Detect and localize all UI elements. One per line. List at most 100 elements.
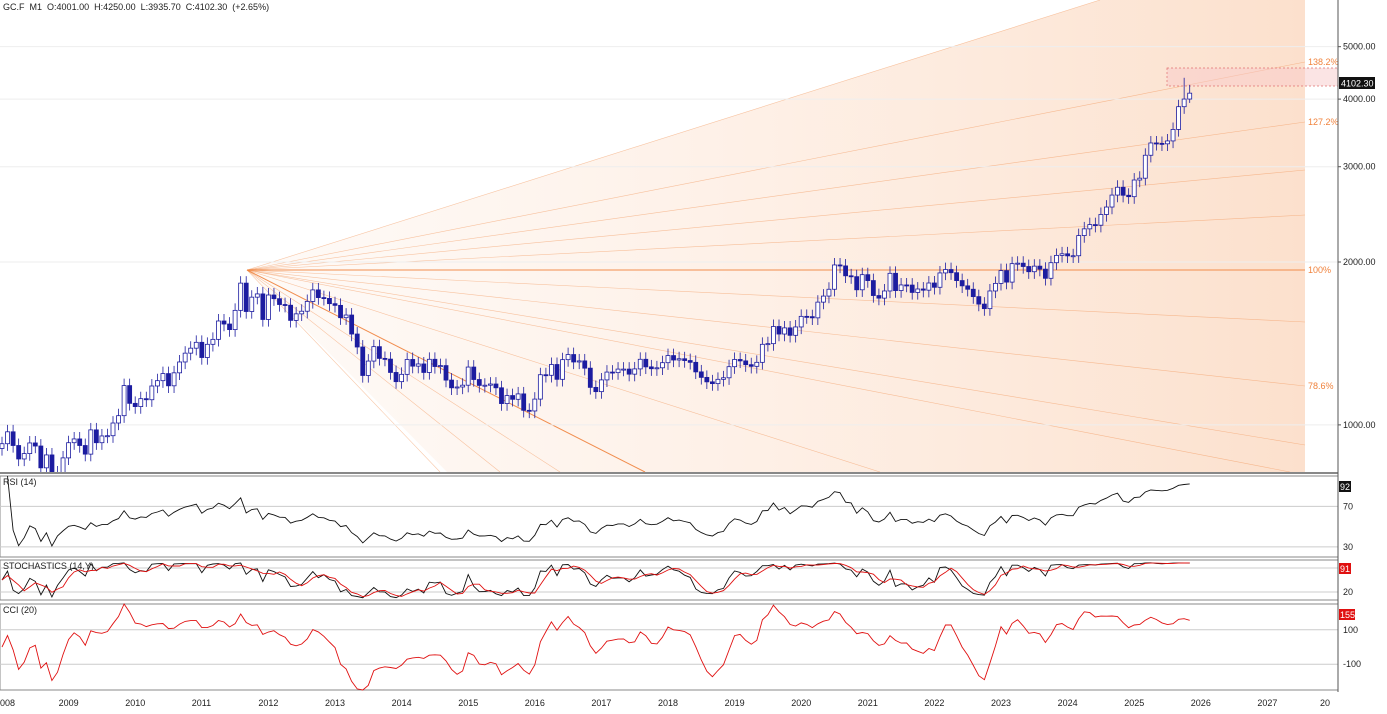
candle [299,310,305,315]
candle [1154,142,1159,145]
fib-label: 100% [1308,265,1331,275]
candle [904,284,910,287]
fan-line [246,269,1306,446]
candle [532,398,538,412]
x-tick-label: 20 [1320,698,1330,708]
candle [332,303,338,306]
candle [482,384,488,387]
candle [449,379,454,389]
candle [321,297,327,299]
candle [637,358,643,370]
candle [759,343,765,363]
candle [693,361,699,373]
candle [1054,254,1059,264]
candle [843,265,848,277]
candle [787,327,793,336]
candle [610,371,615,374]
candle [49,454,55,472]
candle [60,457,66,472]
candle [549,364,554,376]
candle [71,438,77,444]
candle [1170,129,1176,142]
candle [410,359,416,367]
candle [1031,265,1037,273]
symbol: GC.F [3,2,25,12]
candle [499,387,504,404]
level-label: 30 [1343,542,1353,552]
candle [976,296,982,305]
candle [626,368,632,375]
candle [343,314,349,319]
candle [970,288,976,298]
interval[interactable]: M1 [29,2,43,12]
fan-line [246,121,1306,271]
candle [1092,224,1098,227]
candle [821,295,826,303]
y-tick-label: 5000.00 [1343,42,1376,52]
fan-line [246,269,561,472]
candle [243,282,249,312]
candle [893,272,898,291]
candle [621,368,626,371]
indicator-value-badge [1339,609,1355,620]
candle [44,454,49,469]
candle [105,435,110,438]
candle [1048,262,1054,279]
candle [99,435,105,444]
close-value: C:4102.30 [185,2,228,12]
candle [388,358,393,373]
candle [1026,266,1032,273]
candle [815,301,821,319]
high-value: H:4250.00 [94,2,136,12]
symbol-header: GC.F M1 O:4001.00 H:4250.00 L:3935.70 C:… [3,2,269,12]
fan-line [246,269,501,472]
candle [1076,235,1082,257]
candle [0,443,5,449]
candle [1015,262,1021,265]
candle [798,315,804,328]
candle [948,269,954,274]
candle [515,393,521,400]
candle [1070,255,1076,258]
candle [804,315,810,318]
candle [1065,253,1070,257]
candle [493,383,499,389]
x-tick-label: 2019 [725,698,745,708]
candle [238,282,244,311]
candle [88,429,94,455]
candle [932,282,937,288]
candle [582,360,588,369]
candle [1131,179,1137,198]
candle [543,374,549,377]
x-tick-label: 2016 [525,698,545,708]
y-tick-label: 3000.00 [1343,162,1376,172]
candle [421,363,427,373]
candle [210,338,216,345]
candle [1009,263,1015,283]
candle [193,341,199,349]
level-label: 70 [1343,501,1353,511]
candle [937,272,943,288]
candle [182,352,188,363]
candle [526,409,532,412]
candle [648,366,654,370]
candle [987,290,993,310]
candle [954,272,959,281]
candle [1043,268,1048,279]
candle [1087,224,1093,230]
candle [171,372,177,387]
candle [204,343,210,358]
candle [837,264,843,267]
candle [404,359,410,375]
candle [793,326,799,336]
x-tick-label: 2021 [858,698,878,708]
candle [254,293,260,298]
candle [776,326,782,335]
candle [1115,186,1120,196]
fan-shading [247,0,1305,472]
candle [443,365,449,381]
last-price-badge [1339,77,1375,89]
candle [227,323,232,331]
